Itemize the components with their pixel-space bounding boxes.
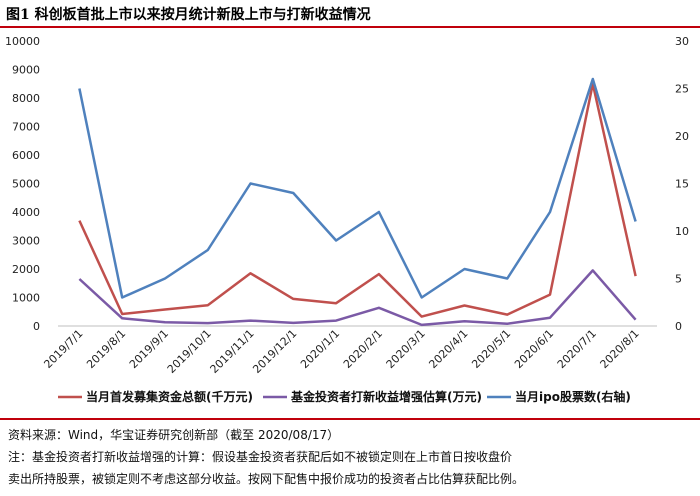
x-tick-label: 2020/5/1 <box>469 327 513 371</box>
y-tick-label: 2000 <box>12 263 40 276</box>
notes: 资料来源：Wind，华宝证券研究创新部（截至 2020/08/17） 注：基金投… <box>8 424 698 490</box>
y2-tick-label: 15 <box>675 178 689 191</box>
y-tick-label: 4000 <box>12 206 40 219</box>
chart-lines <box>78 77 637 327</box>
x-tick-label: 2019/8/1 <box>84 327 128 371</box>
x-tick-label: 2020/7/1 <box>555 327 599 371</box>
y-tick-label: 6000 <box>12 149 40 162</box>
x-tick-label: 2019/12/1 <box>250 327 299 376</box>
y-tick-label: 7000 <box>12 121 40 134</box>
y-tick-label: 0 <box>33 320 40 333</box>
note-line-1: 注：基金投资者打新收益增强的计算：假设基金投资者获配后如不被锁定则在上市首日按收… <box>8 450 513 464</box>
x-tick-label: 2019/10/1 <box>165 327 214 376</box>
line-chart: 0100020003000400050006000700080009000100… <box>5 35 689 404</box>
x-tick-label: 2020/3/1 <box>384 327 428 371</box>
x-tick-label: 2019/7/1 <box>41 327 85 371</box>
x-tick-label: 2020/6/1 <box>512 327 556 371</box>
series-line <box>78 82 637 318</box>
series-line <box>78 269 637 327</box>
top-rule <box>0 26 700 28</box>
y2-tick-label: 5 <box>675 273 682 286</box>
y2-tick-label: 20 <box>675 130 689 143</box>
note-line-2: 卖出所持股票，被锁定则不考虑这部分收益。按网下配售中报价成功的投资者占比估算获配… <box>8 472 525 486</box>
y-tick-label: 9000 <box>12 64 40 77</box>
legend-label: 当月首发募集资金总额(千万元) <box>86 389 253 404</box>
x-tick-label: 2020/2/1 <box>341 327 385 371</box>
y-tick-label: 3000 <box>12 235 40 248</box>
x-tick-label: 2020/1/1 <box>298 327 342 371</box>
y2-tick-label: 25 <box>675 83 689 96</box>
source-text: 资料来源：Wind，华宝证券研究创新部（截至 2020/08/17） <box>8 428 340 442</box>
chart-ticks: 0100020003000400050006000700080009000100… <box>5 35 689 376</box>
y-tick-label: 5000 <box>12 178 40 191</box>
chart-legend: 当月首发募集资金总额(千万元) 基金投资者打新收益增强估算(万元) 当月ipo股票数… <box>58 389 631 404</box>
x-tick-label: 2020/8/1 <box>598 327 642 371</box>
y-tick-label: 1000 <box>12 292 40 305</box>
y2-tick-label: 10 <box>675 225 689 238</box>
y-tick-label: 10000 <box>5 35 40 48</box>
legend-label: 基金投资者打新收益增强估算(万元) <box>290 389 482 404</box>
x-tick-label: 2020/4/1 <box>426 327 470 371</box>
figure-title: 图1 科创板首批上市以来按月统计新股上市与打新收益情况 <box>6 7 371 23</box>
bottom-rule <box>0 418 700 420</box>
x-tick-label: 2019/9/1 <box>127 327 171 371</box>
y2-tick-label: 0 <box>675 320 682 333</box>
y-tick-label: 8000 <box>12 92 40 105</box>
series-line <box>78 77 637 299</box>
x-tick-label: 2019/11/1 <box>208 327 257 376</box>
y2-tick-label: 30 <box>675 35 689 48</box>
legend-label: 当月ipo股票数(右轴) <box>515 389 631 404</box>
